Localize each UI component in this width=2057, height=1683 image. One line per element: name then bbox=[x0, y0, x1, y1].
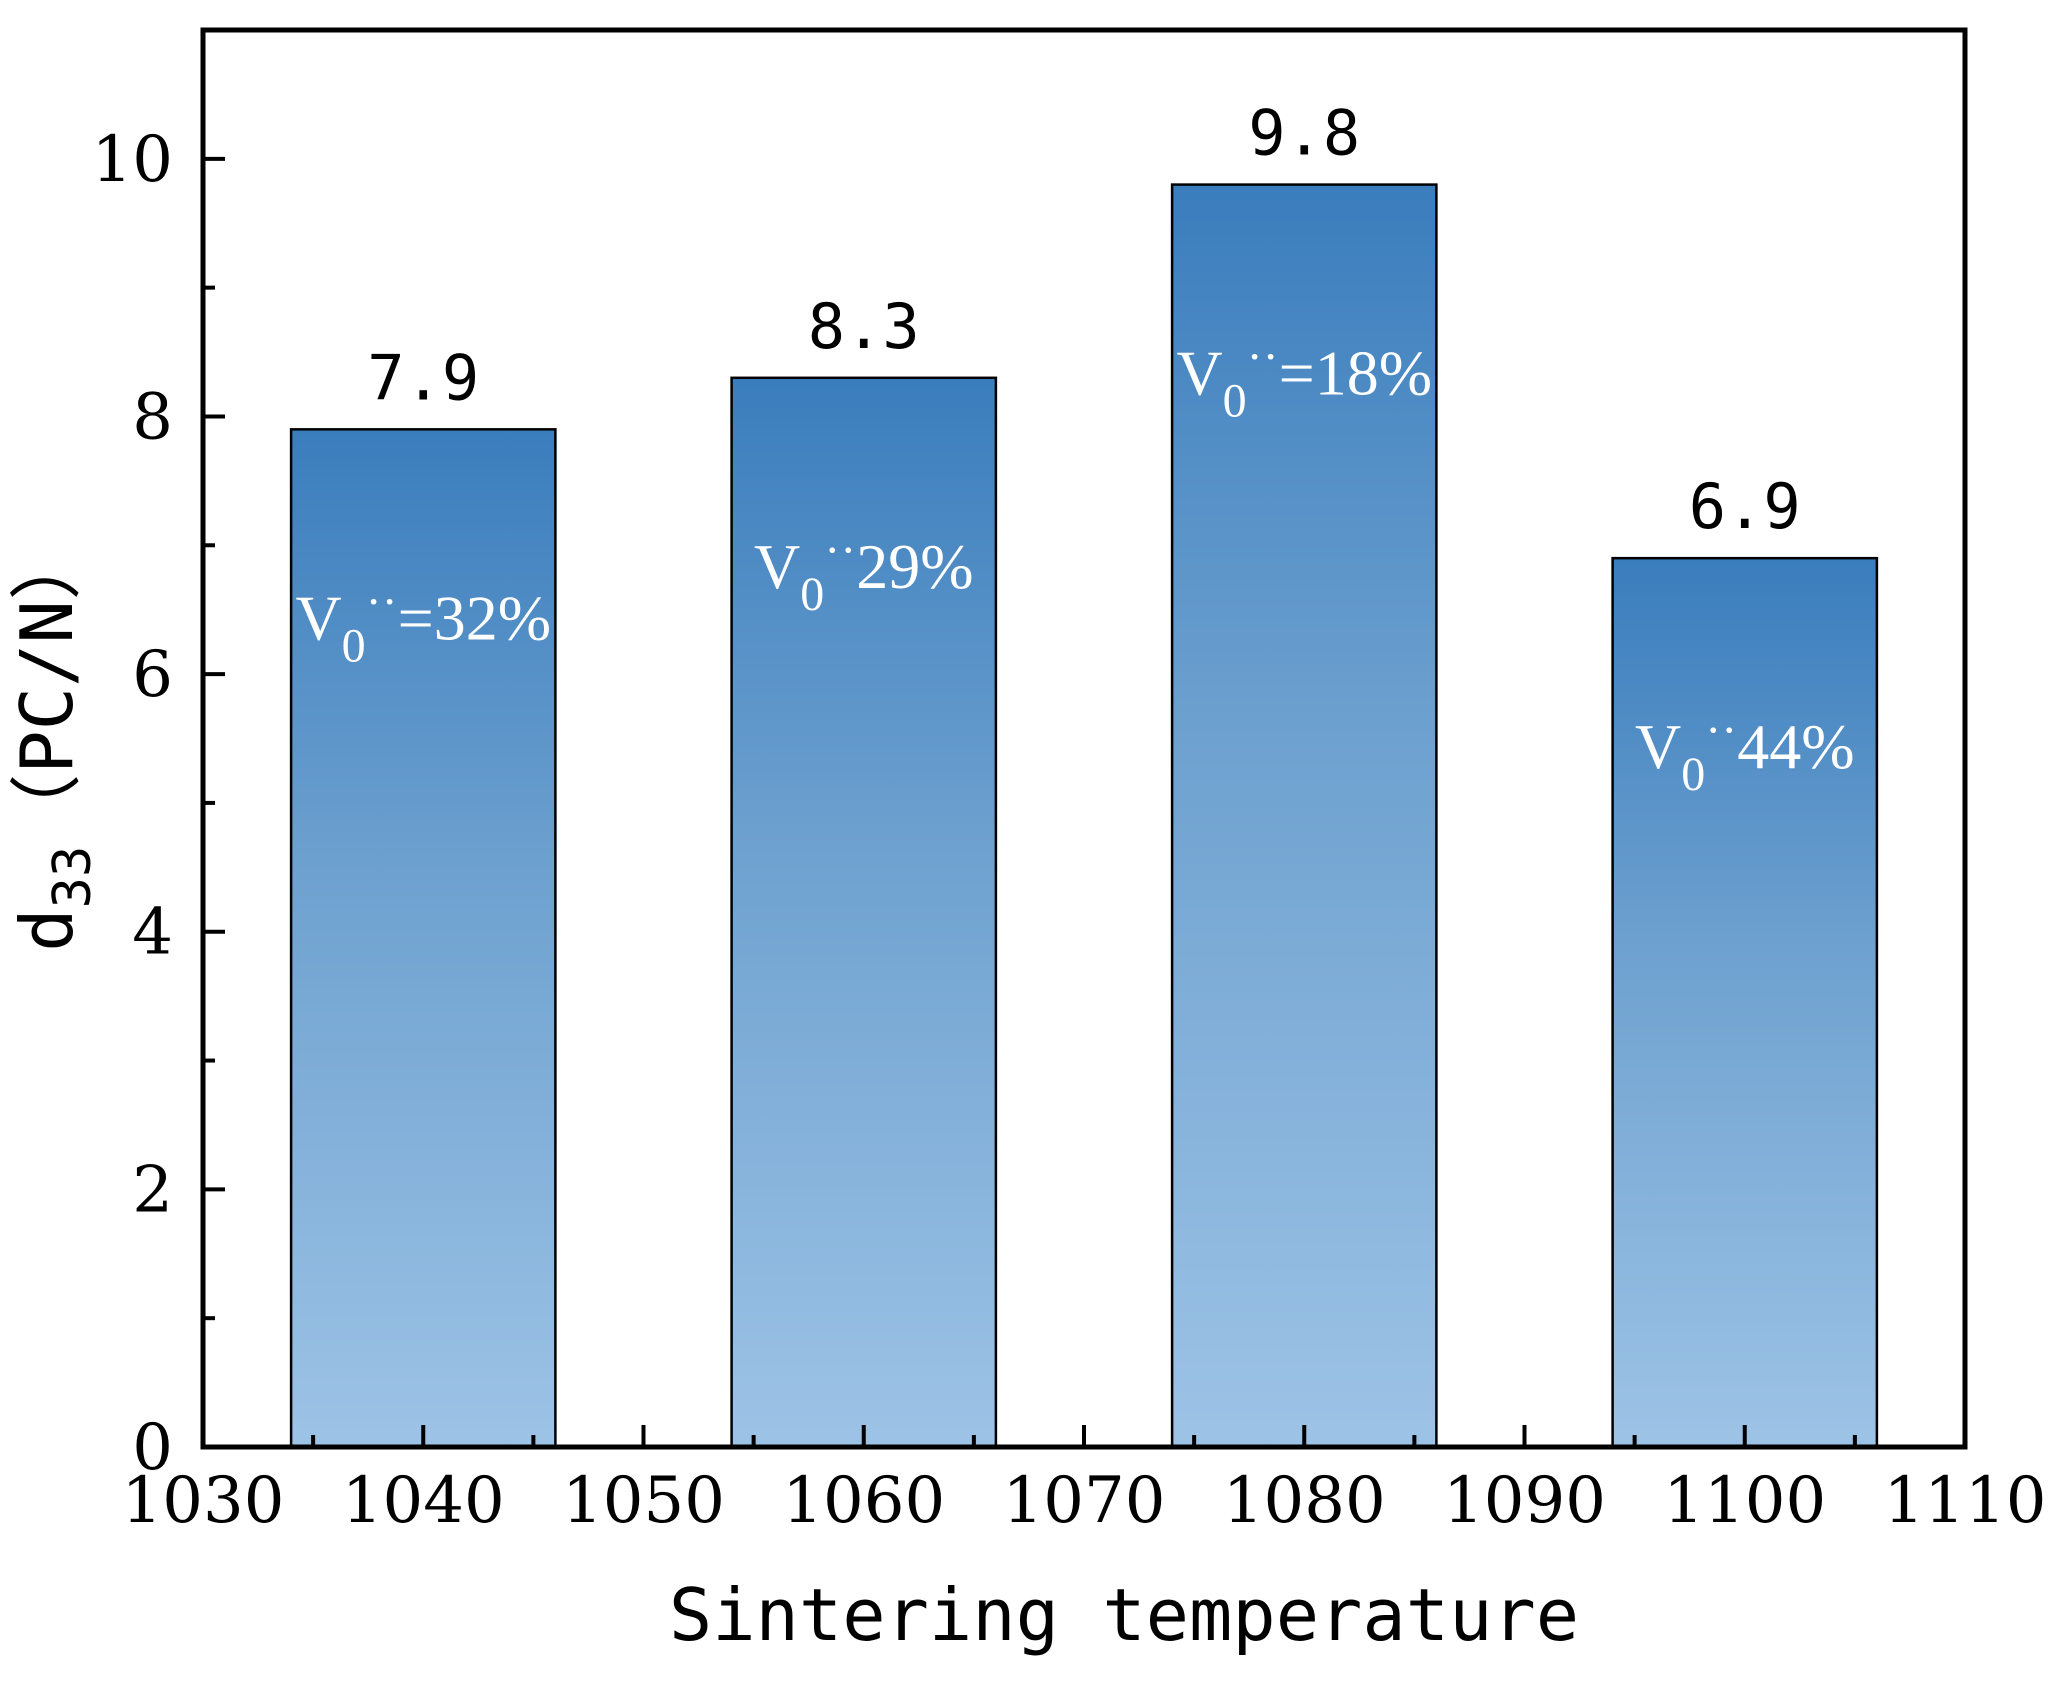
x-tick-label-1110: 1110 bbox=[1884, 1464, 2047, 1538]
bar-1040 bbox=[289, 428, 557, 1449]
x-tick-label-1050: 1050 bbox=[562, 1464, 725, 1538]
x-tick-label-1100: 1100 bbox=[1663, 1464, 1826, 1538]
bar-annotation-1040: V0··=32% bbox=[295, 575, 551, 672]
data-label-1060: 8.3 bbox=[808, 290, 920, 363]
x-tick-label-1060: 1060 bbox=[782, 1464, 945, 1538]
y-tick-label-6: 6 bbox=[132, 638, 173, 712]
data-label-1040: 7.9 bbox=[367, 341, 479, 414]
bar-1100 bbox=[1611, 556, 1879, 1449]
x-tick-label-1070: 1070 bbox=[1003, 1464, 1166, 1538]
y-tick-label-10: 10 bbox=[92, 123, 173, 197]
y-axis-title: d33（PC/N） bbox=[5, 528, 103, 951]
x-tick-label-1090: 1090 bbox=[1443, 1464, 1606, 1538]
x-tick-label-1030: 1030 bbox=[122, 1464, 285, 1538]
data-label-1080: 9.8 bbox=[1248, 97, 1360, 170]
x-axis-title: Sintering temperature bbox=[669, 1573, 1579, 1657]
y-tick-label-2: 2 bbox=[132, 1153, 173, 1227]
y-tick-label-8: 8 bbox=[132, 380, 173, 454]
x-tick-label-1080: 1080 bbox=[1223, 1464, 1386, 1538]
y-tick-label-0: 0 bbox=[132, 1411, 173, 1485]
data-label-1100: 6.9 bbox=[1689, 470, 1801, 543]
bar-1060 bbox=[730, 376, 998, 1449]
axes-group bbox=[200, 27, 1968, 1450]
bars-group bbox=[289, 183, 1879, 1449]
y-tick-label-4: 4 bbox=[132, 896, 173, 970]
bar-annotation-1080: V0··=18% bbox=[1176, 331, 1432, 428]
bar-annotation-1060: V0··29% bbox=[754, 524, 974, 621]
bar-annotation-1100: V0··44% bbox=[1635, 704, 1855, 801]
bar-1080 bbox=[1170, 183, 1438, 1449]
labels-group: 7.9 V0··=32% 8.3 V0··29% 9.8 V0··=18% 6.9 V0··4… bbox=[5, 97, 2046, 1657]
x-tick-label-1040: 1040 bbox=[342, 1464, 505, 1538]
